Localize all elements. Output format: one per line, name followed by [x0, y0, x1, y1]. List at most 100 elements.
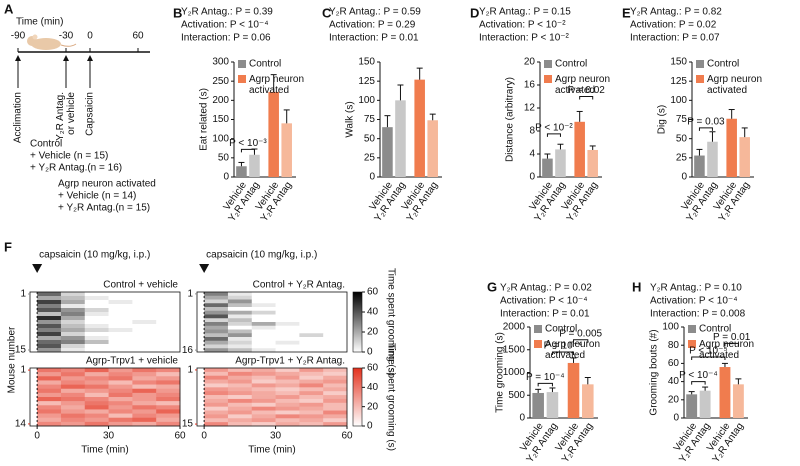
y-tick-label: 150: [212, 114, 229, 125]
heat-cell: [275, 344, 300, 349]
panel-letter: H: [632, 279, 641, 294]
legend-swatch: [696, 75, 704, 83]
error-bar: [270, 74, 277, 92]
heat-cell: [37, 308, 62, 313]
y-tick-label: 0: [673, 413, 679, 424]
heat-cell: [275, 379, 300, 384]
heat-cell: [156, 409, 181, 414]
heat-cell: [60, 332, 86, 337]
heat-cell: [227, 379, 253, 384]
heat-cell: [132, 376, 157, 381]
y-tick-label: 150: [358, 57, 375, 68]
heat-cell: [60, 397, 86, 402]
heat-cell: [227, 387, 253, 392]
heat-cell: [108, 320, 133, 325]
heat-cell: [299, 348, 324, 353]
heat-cell: [37, 401, 62, 406]
heat-cell: [227, 322, 253, 327]
heat-cell: [84, 401, 109, 406]
heat-cell: [204, 375, 229, 380]
heat-cell: [204, 325, 229, 330]
error-bar: [728, 109, 735, 119]
heat-cell: [251, 383, 276, 388]
heat-cell: [37, 324, 62, 329]
heat-cell: [132, 308, 157, 313]
heat-cell: [84, 376, 109, 381]
heat-cell: [275, 310, 300, 315]
heat-cell: [227, 418, 253, 423]
heat-cell: [299, 395, 324, 400]
heat-cell: [156, 392, 181, 398]
y-tick-label: 125: [358, 76, 375, 87]
sig-label: P < 10⁻⁵: [689, 346, 727, 357]
heat-cell: [37, 417, 62, 423]
colorbar-label: Time spent grooming (s): [385, 268, 396, 376]
heat-cell: [251, 422, 276, 427]
legend-label: Agrp neuron activated: [545, 339, 600, 361]
heat-cell: [251, 406, 276, 411]
heat-cell: [84, 348, 109, 353]
heat-cell: [60, 413, 86, 419]
heat-cell: [204, 391, 229, 396]
error-bar: [549, 387, 556, 393]
heat-cell: [227, 329, 253, 334]
heat-cell: [227, 391, 253, 396]
heat-cell: [251, 340, 276, 345]
heat-cell: [251, 329, 276, 334]
heat-cell: [227, 333, 253, 338]
heat-cell: [132, 421, 157, 427]
heat-cell: [156, 300, 181, 305]
timeline-tick-label: -30: [59, 31, 74, 42]
heat-cell: [251, 310, 276, 315]
heat-cell: [204, 406, 229, 411]
heat-cell: [323, 395, 348, 400]
sig-label: P < 10⁻²: [535, 123, 573, 134]
x-tick-label: 30: [103, 431, 115, 442]
row-label: 1: [187, 365, 193, 376]
legend-label: Agrp neuron activated: [249, 74, 304, 96]
bar: [395, 100, 406, 177]
heat-cell: [299, 418, 324, 423]
heat-cell: [299, 325, 324, 330]
heat-cell: [156, 332, 181, 337]
heat-cell: [108, 401, 133, 406]
heat-cell: [227, 398, 253, 404]
heat-cell: [323, 391, 348, 396]
y-tick-label: 60: [668, 358, 680, 369]
heat-cell: [84, 368, 109, 373]
heat-cell: [299, 368, 324, 373]
heat-cell: [108, 292, 133, 297]
heat-cell: [227, 314, 253, 319]
stat-line: Activation: P < 10⁻⁴: [650, 296, 738, 307]
heat-cell: [323, 398, 348, 404]
heat-cell: [108, 324, 133, 329]
heat-cell: [227, 318, 253, 323]
heat-cell: [132, 300, 157, 305]
heat-cell: [132, 401, 157, 406]
heat-cell: [156, 401, 181, 406]
heat-cell: [84, 328, 109, 333]
heat-cell: [204, 410, 229, 415]
bar: [726, 118, 737, 177]
bar: [382, 127, 393, 177]
legend-label: Agrp neuron activated: [555, 74, 610, 96]
heat-cell: [251, 368, 276, 373]
bar: [739, 137, 750, 177]
heat-cell: [108, 392, 133, 398]
heat-cell: [60, 316, 86, 321]
heat-cell: [37, 413, 62, 419]
heat-cell: [60, 405, 86, 410]
heat-cell: [37, 368, 62, 373]
heat-cell: [37, 336, 62, 341]
error-bar: [741, 127, 748, 138]
error-bar: [557, 143, 564, 150]
error-bar: [397, 84, 404, 101]
heat-cell: [323, 318, 348, 323]
heat-cell: [323, 387, 348, 392]
colorbar-tick-label: 20: [367, 327, 379, 338]
legend-swatch: [696, 60, 704, 68]
stimulus-marker: [199, 264, 210, 273]
heat-cell: [108, 308, 133, 313]
heat-cell: [204, 292, 229, 297]
heat-cell: [275, 375, 300, 380]
